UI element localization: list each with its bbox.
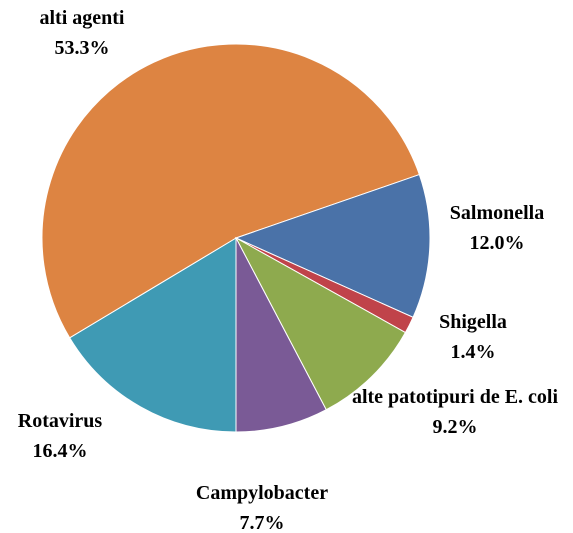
category-label: alti agenti (39, 7, 125, 29)
value-label: 9.2% (432, 416, 478, 438)
value-label: 1.4% (450, 341, 496, 363)
slice-label: alti agenti 53.3% (2, 3, 162, 63)
slice-label: Rotavirus 16.4% (0, 406, 120, 466)
value-label: 16.4% (32, 440, 88, 462)
category-label: Salmonella (449, 202, 545, 224)
pie-slice (235, 237, 327, 433)
slice-label: Salmonella 12.0% (427, 198, 567, 258)
pie-slice (41, 43, 420, 339)
pie-slice (68, 237, 237, 433)
slice-label: Shigella 1.4% (423, 307, 523, 367)
value-label: 12.0% (469, 232, 525, 254)
category-label: Rotavirus (17, 410, 103, 432)
value-label: 7.7% (239, 512, 285, 533)
category-label: alte patotipuri de E. coli (351, 386, 559, 408)
category-label: Campylobacter (195, 482, 329, 504)
slice-label: alte patotipuri de E. coli 9.2% (350, 382, 560, 442)
category-label: Shigella (439, 311, 507, 333)
slice-label: Campylobacter 7.7% (162, 478, 362, 533)
pie-slice (234, 236, 407, 411)
value-label: 53.3% (54, 37, 110, 59)
pie-slice (234, 173, 431, 318)
